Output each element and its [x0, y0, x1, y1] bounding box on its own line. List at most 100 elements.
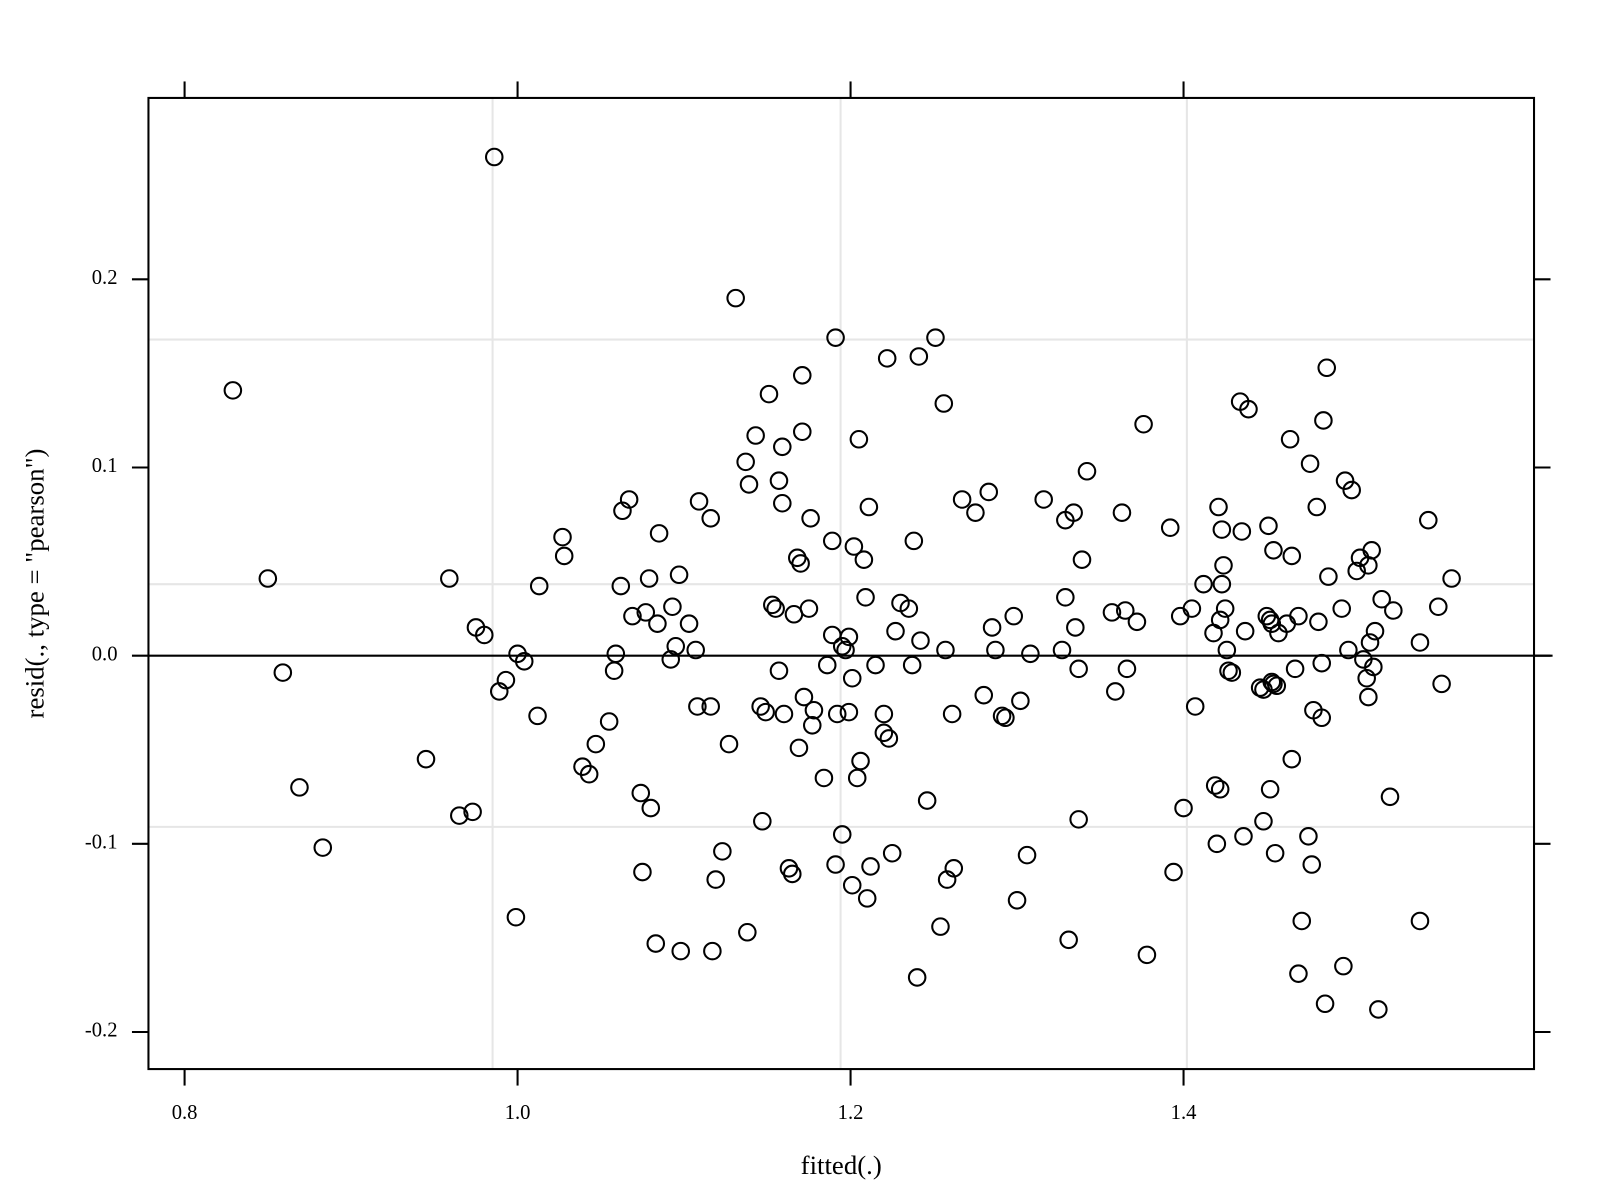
point — [1069, 810, 1088, 829]
point — [646, 934, 666, 953]
y-tick-label: 0.2 — [92, 267, 118, 289]
point — [1319, 567, 1338, 586]
point — [1209, 497, 1228, 517]
point — [942, 704, 962, 724]
point — [874, 704, 894, 724]
point — [931, 917, 950, 936]
point — [769, 471, 789, 490]
point — [882, 843, 902, 863]
point — [1259, 516, 1278, 536]
point — [416, 749, 436, 769]
point — [1267, 676, 1287, 696]
point — [1314, 411, 1333, 430]
point — [1260, 779, 1280, 799]
point — [1312, 653, 1332, 673]
point — [836, 640, 855, 660]
point — [1059, 930, 1078, 950]
point — [1302, 855, 1322, 874]
point — [986, 640, 1005, 660]
point — [857, 889, 877, 908]
point — [639, 569, 659, 588]
point — [1307, 497, 1327, 517]
point — [599, 712, 619, 731]
point — [1347, 561, 1366, 581]
point — [1432, 674, 1451, 694]
point — [631, 783, 651, 803]
point — [553, 527, 572, 547]
y-tick-label: 0.0 — [92, 643, 118, 665]
point — [791, 554, 810, 573]
point — [1207, 834, 1227, 854]
point — [1160, 518, 1180, 537]
point — [1217, 640, 1237, 660]
point — [1064, 503, 1083, 522]
point — [1384, 601, 1403, 620]
point — [996, 708, 1015, 728]
point — [804, 700, 824, 720]
point — [1234, 827, 1253, 846]
point — [1212, 520, 1232, 539]
point — [794, 687, 814, 707]
point — [1315, 994, 1335, 1014]
point — [1334, 956, 1353, 976]
point — [1312, 708, 1332, 728]
point — [701, 509, 720, 528]
point — [842, 875, 862, 895]
x-tick-label: 1.2 — [838, 1102, 864, 1124]
point — [606, 644, 626, 664]
point — [1117, 659, 1137, 679]
point — [902, 655, 922, 675]
point — [814, 768, 834, 788]
point — [926, 328, 945, 347]
point — [1372, 589, 1391, 609]
point — [1264, 541, 1283, 560]
point — [701, 697, 720, 716]
point — [223, 381, 243, 400]
point — [1214, 556, 1233, 575]
point — [313, 838, 333, 857]
point — [1072, 550, 1092, 569]
point — [827, 704, 847, 724]
point — [1077, 461, 1097, 481]
point — [1359, 556, 1378, 575]
point — [1282, 749, 1302, 769]
point — [1419, 510, 1438, 530]
point — [763, 595, 782, 615]
point — [866, 655, 885, 675]
point — [1164, 862, 1183, 882]
point — [1212, 574, 1232, 594]
point — [1335, 471, 1355, 490]
point — [619, 490, 639, 509]
point — [671, 941, 691, 961]
point — [1137, 945, 1157, 965]
point — [1127, 612, 1147, 632]
point — [1215, 599, 1235, 618]
point — [756, 702, 775, 722]
point — [1289, 964, 1308, 983]
point — [917, 791, 937, 810]
point — [783, 864, 802, 884]
y-axis-title: resid(., type = "pearson") — [19, 449, 49, 719]
point — [1017, 845, 1037, 865]
point — [1056, 588, 1075, 607]
point — [641, 798, 661, 818]
point — [1222, 663, 1242, 682]
point — [290, 778, 309, 797]
point — [1004, 606, 1024, 626]
y-tick-label: -0.2 — [85, 1020, 118, 1042]
point — [1265, 843, 1285, 863]
point — [1339, 640, 1358, 660]
point — [839, 702, 859, 722]
point — [1262, 614, 1282, 633]
point — [909, 347, 929, 366]
point — [849, 429, 869, 449]
point — [1115, 601, 1135, 620]
point — [611, 576, 631, 596]
point — [484, 147, 504, 167]
point — [1205, 776, 1225, 795]
x-tick-label: 1.4 — [1171, 1102, 1197, 1124]
point — [669, 565, 689, 585]
point — [1410, 633, 1430, 652]
point — [686, 640, 705, 660]
